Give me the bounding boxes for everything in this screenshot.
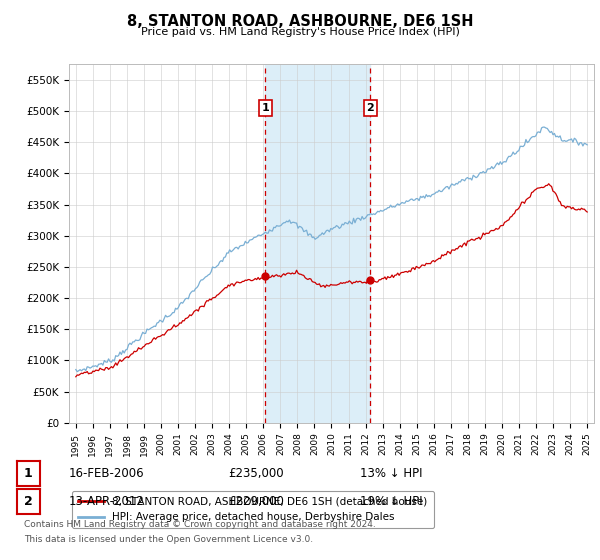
Text: Price paid vs. HM Land Registry's House Price Index (HPI): Price paid vs. HM Land Registry's House …	[140, 27, 460, 37]
Text: 16-FEB-2006: 16-FEB-2006	[69, 466, 145, 480]
Text: 2: 2	[24, 494, 32, 508]
Text: Contains HM Land Registry data © Crown copyright and database right 2024.: Contains HM Land Registry data © Crown c…	[24, 520, 376, 529]
Legend: 8, STANTON ROAD, ASHBOURNE, DE6 1SH (detached house), HPI: Average price, detach: 8, STANTON ROAD, ASHBOURNE, DE6 1SH (det…	[71, 491, 434, 529]
Text: 13% ↓ HPI: 13% ↓ HPI	[360, 466, 422, 480]
Text: 8, STANTON ROAD, ASHBOURNE, DE6 1SH: 8, STANTON ROAD, ASHBOURNE, DE6 1SH	[127, 14, 473, 29]
Text: 2: 2	[367, 103, 374, 113]
Text: 13-APR-2012: 13-APR-2012	[69, 494, 145, 508]
Bar	[265, 64, 370, 423]
Text: 1: 1	[24, 466, 32, 480]
Text: £229,000: £229,000	[228, 494, 284, 508]
Text: 1: 1	[262, 103, 269, 113]
Text: This data is licensed under the Open Government Licence v3.0.: This data is licensed under the Open Gov…	[24, 535, 313, 544]
Text: £235,000: £235,000	[228, 466, 284, 480]
Text: 19% ↓ HPI: 19% ↓ HPI	[360, 494, 422, 508]
